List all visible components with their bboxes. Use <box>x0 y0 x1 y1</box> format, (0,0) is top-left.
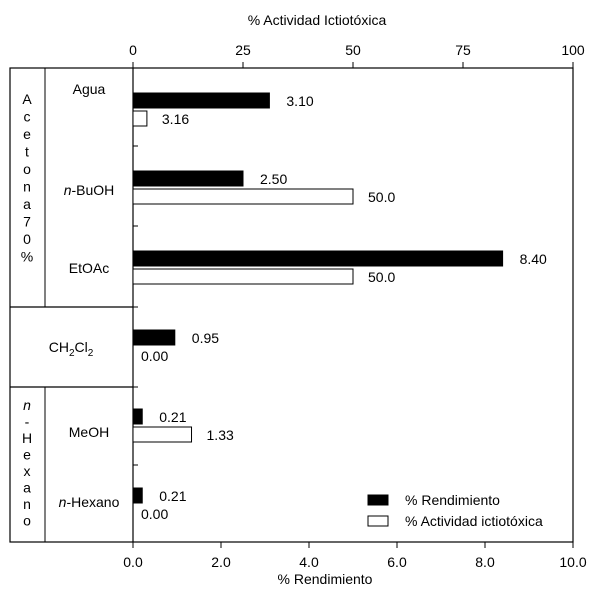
bar-rendimiento <box>132 250 504 267</box>
top-axis-tick-label: 75 <box>455 42 471 58</box>
bottom-axis: 0.0 2.0 4.0 6.0 8.0 10.0 % Rendimiento <box>123 542 587 587</box>
legend-swatch <box>367 515 389 527</box>
group-label-char: 7 <box>23 214 31 230</box>
top-axis-tick-label: 50 <box>345 42 361 58</box>
group-label-char: 0 <box>23 231 31 247</box>
legend-label: % Actividad ictiotóxica <box>405 513 543 529</box>
bottom-axis-tick-label: 6.0 <box>387 554 407 570</box>
category-label: MeOH <box>69 424 109 440</box>
group-label-char: n <box>23 179 31 195</box>
group-label-char: e <box>23 126 31 142</box>
group-label-char: a <box>23 480 31 496</box>
group-label-char: t <box>25 144 29 160</box>
bottom-axis-tick-label: 2.0 <box>211 554 231 570</box>
group-label-char: a <box>23 196 31 212</box>
category-label: Agua <box>73 81 106 97</box>
bar-rendimiento <box>132 487 143 504</box>
category-label: EtOAc <box>69 260 109 276</box>
bar-value-label: 0.00 <box>141 506 168 522</box>
category-labels: Acetona70%n-HexanoAguan-BuOHEtOAcCH2Cl2M… <box>21 81 120 529</box>
group-label-char: e <box>23 447 31 463</box>
bar-value-label: 0.21 <box>159 409 186 425</box>
legend: % Rendimiento % Actividad ictiotóxica <box>367 492 543 529</box>
top-axis-label: % Actividad Ictiotóxica <box>248 12 387 28</box>
category-label: n-BuOH <box>64 182 115 198</box>
group-label-char: n <box>23 496 31 512</box>
bar-value-label: 2.50 <box>260 171 287 187</box>
bar-rendimiento <box>132 170 244 187</box>
top-axis-tick-label: 100 <box>561 42 585 58</box>
outer-border <box>9 67 574 543</box>
bar-actividad <box>132 110 148 127</box>
bar-actividad <box>132 268 354 285</box>
bar-value-label: 1.33 <box>207 427 234 443</box>
top-axis-tick-label: 0 <box>129 42 137 58</box>
group-label-char: H <box>22 430 32 446</box>
group-label-char: A <box>22 91 32 107</box>
legend-label: % Rendimiento <box>405 492 500 508</box>
category-label: n-Hexano <box>59 494 120 510</box>
bar-value-label: 3.16 <box>162 111 189 127</box>
category-label: CH2Cl2 <box>49 339 94 359</box>
bar-rendimiento <box>132 408 143 425</box>
group-label-char: o <box>23 513 31 529</box>
bottom-axis-label: % Rendimiento <box>278 571 373 587</box>
bottom-axis-tick-label: 10.0 <box>559 554 586 570</box>
bar-value-label: 50.0 <box>368 269 395 285</box>
bar-value-label: 3.10 <box>286 93 313 109</box>
group-label-char: o <box>23 161 31 177</box>
group-label-char: % <box>21 249 33 265</box>
bar-value-label: 50.0 <box>368 189 395 205</box>
bar-value-label: 0.00 <box>141 348 168 364</box>
bottom-axis-tick-label: 4.0 <box>299 554 319 570</box>
top-axis-tick-label: 25 <box>235 42 251 58</box>
group-label-char: c <box>24 109 31 125</box>
bar-value-label: 0.21 <box>159 488 186 504</box>
bar-actividad <box>132 426 193 443</box>
top-axis: 0 25 50 75 100 % Actividad Ictiotóxica <box>129 12 585 68</box>
chart-frame <box>9 67 574 543</box>
bar-rendimiento <box>132 329 176 346</box>
bar-value-label: 0.95 <box>192 330 219 346</box>
group-label-char: n <box>23 397 31 413</box>
group-label-char: - <box>25 414 30 430</box>
bottom-axis-tick-label: 8.0 <box>475 554 495 570</box>
group-label-char: x <box>24 463 31 479</box>
bar-rendimiento <box>132 92 270 109</box>
bottom-axis-tick-label: 0.0 <box>123 554 143 570</box>
bar-value-label: 8.40 <box>520 251 547 267</box>
bars: 3.10 3.16 2.50 50.0 8.40 50.0 0.95 0.00 0.21 1.33… <box>132 92 547 522</box>
bar-actividad <box>132 188 354 205</box>
legend-swatch <box>367 494 389 506</box>
